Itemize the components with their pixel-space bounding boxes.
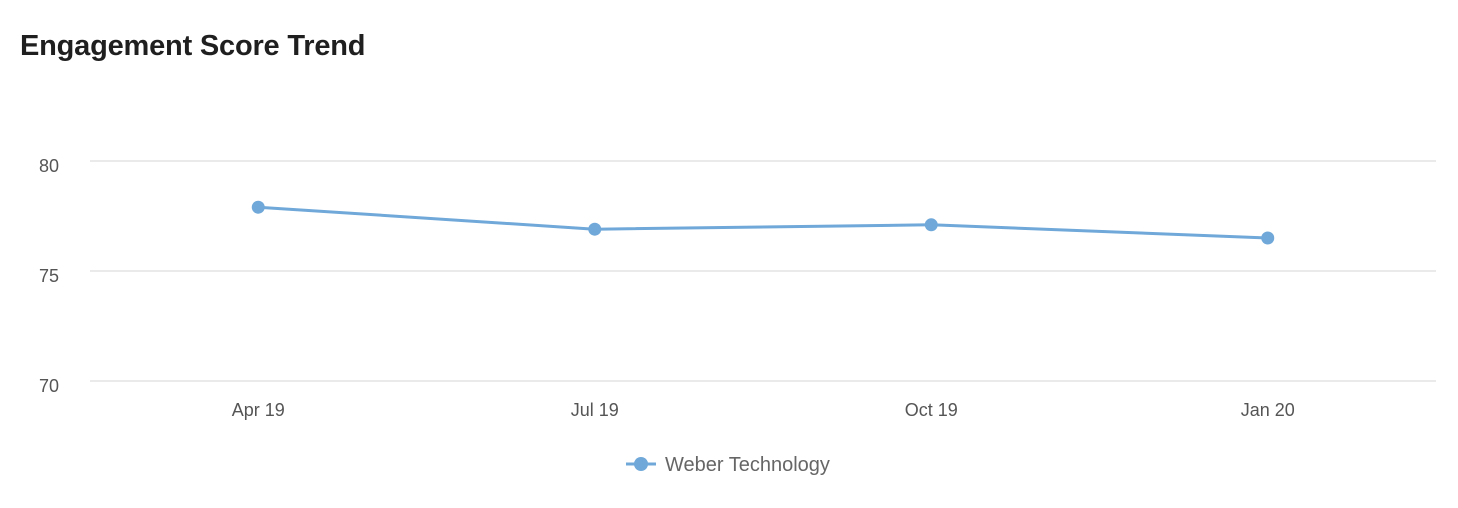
x-tick-label: Apr 19 — [232, 400, 285, 420]
x-tick-label: Jul 19 — [571, 400, 619, 420]
series-layer — [251, 200, 1275, 245]
y-tick-label: 70 — [39, 376, 59, 396]
y-tick-label: 75 — [39, 266, 59, 286]
legend-marker-icon — [634, 457, 648, 471]
x-tick-label: Oct 19 — [905, 400, 958, 420]
y-tick-label: 80 — [39, 156, 59, 176]
data-point[interactable] — [588, 222, 602, 236]
data-point[interactable] — [924, 218, 938, 232]
chart-title: Engagement Score Trend — [20, 30, 366, 62]
data-point[interactable] — [251, 200, 265, 214]
data-point[interactable] — [1261, 231, 1275, 245]
x-tick-label: Jan 20 — [1241, 400, 1295, 420]
grid-lines — [90, 160, 1436, 382]
x-axis: Apr 19 Jul 19 Oct 19 Jan 20 — [232, 400, 1295, 420]
legend[interactable]: Weber Technology — [626, 454, 830, 476]
series-line — [256, 205, 1270, 240]
y-axis: 70 75 80 — [39, 156, 59, 396]
legend-item[interactable]: Weber Technology — [626, 454, 830, 476]
legend-label: Weber Technology — [665, 454, 830, 476]
